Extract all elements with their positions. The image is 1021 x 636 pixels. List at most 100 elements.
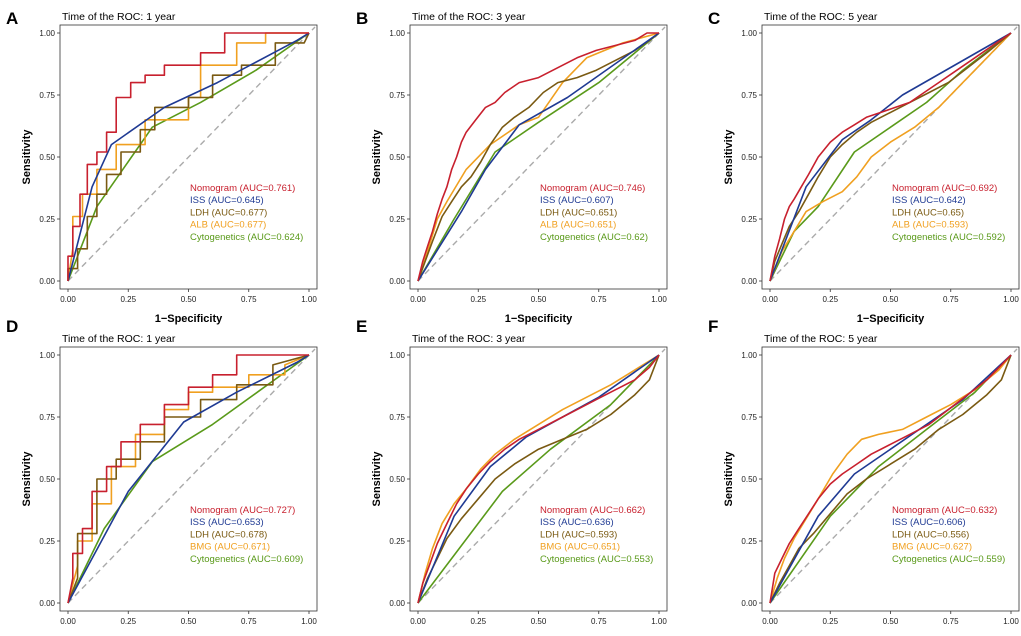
y-tick-label: 0.75 — [39, 413, 55, 422]
x-tick-label: 0.75 — [591, 295, 607, 304]
x-tick-label: 0.75 — [943, 295, 959, 304]
legend-entry-cytogenetics: Cytogenetics (AUC=0.624) — [190, 232, 303, 243]
chart-panel-f: F Time of the ROC: 5 year 0.00 0.25 0.50 0.75… — [708, 317, 1020, 636]
y-tick-label: 1.00 — [741, 29, 757, 38]
x-tick-label: 0.50 — [181, 295, 197, 304]
x-tick-label: 1.00 — [301, 295, 317, 304]
series-line-ldh — [769, 354, 1012, 604]
reference-diagonal — [67, 26, 316, 282]
y-tick-label: 0.75 — [741, 91, 757, 100]
x-tick-label: 0.50 — [181, 617, 197, 626]
x-tick-label: 0.00 — [410, 617, 426, 626]
y-tick-label: 0.25 — [389, 537, 405, 546]
y-tick-label: 0.50 — [39, 153, 55, 162]
y-tick-label: 0.25 — [741, 537, 757, 546]
legend-entry-cytogenetics: Cytogenetics (AUC=0.62) — [540, 232, 648, 243]
x-tick-label: 1.00 — [301, 617, 317, 626]
legend-entry-ldh: LDH (AUC=0.651) — [540, 207, 617, 218]
y-tick-label: 0.50 — [741, 153, 757, 162]
y-tick-label: 0.50 — [39, 475, 55, 484]
x-tick-label: 0.50 — [883, 295, 899, 304]
y-axis-label: Sensitivity — [371, 129, 383, 185]
x-tick-label: 0.75 — [591, 617, 607, 626]
y-axis-label: Sensitivity — [723, 129, 735, 185]
series-line-nomogram — [417, 354, 660, 604]
series-line-iss — [769, 354, 1012, 604]
legend-entry-alb: ALB (AUC=0.677) — [190, 220, 266, 231]
x-tick-label: 0.25 — [470, 617, 486, 626]
y-tick-label: 0.25 — [39, 537, 55, 546]
x-tick-label: 0.00 — [762, 295, 778, 304]
series-line-alb — [417, 32, 660, 282]
x-tick-label: 1.00 — [1003, 295, 1019, 304]
chart-title: Time of the ROC: 5 year — [764, 333, 878, 345]
chart-title: Time of the ROC: 3 year — [412, 11, 526, 23]
legend-entry-alb: ALB (AUC=0.651) — [540, 220, 616, 231]
panel-letter: D — [6, 317, 18, 336]
panel-letter: E — [356, 317, 367, 336]
x-axis-label: 1−Specificity — [155, 313, 223, 325]
x-tick-label: 0.75 — [943, 617, 959, 626]
y-tick-label: 0.25 — [39, 215, 55, 224]
legend-entry-ldh: LDH (AUC=0.556) — [892, 529, 969, 540]
x-tick-label: 0.50 — [531, 295, 547, 304]
legend-entry-alb: ALB (AUC=0.593) — [892, 220, 968, 231]
series-line-alb — [769, 32, 1012, 282]
x-axis-label: 1−Specificity — [505, 313, 573, 325]
series-line-ldh — [417, 354, 660, 604]
y-tick-label: 0.75 — [741, 413, 757, 422]
panel-letter: B — [356, 9, 368, 28]
legend-entry-iss: ISS (AUC=0.636) — [540, 517, 614, 528]
series-line-iss — [417, 32, 660, 282]
chart-panel-c: C Time of the ROC: 5 year 0.00 0.25 0.50 0.75… — [708, 9, 1020, 325]
series-line-nomogram — [67, 32, 309, 281]
y-axis-label: Sensitivity — [21, 129, 33, 185]
x-tick-label: 1.00 — [1003, 617, 1019, 626]
y-tick-label: 0.25 — [741, 215, 757, 224]
y-tick-label: 0.75 — [389, 413, 405, 422]
y-tick-label: 1.00 — [741, 351, 757, 360]
panel-letter: A — [6, 9, 18, 28]
x-tick-label: 0.00 — [762, 617, 778, 626]
series-line-nomogram — [67, 354, 309, 604]
chart-panel-a: A Time of the ROC: 1 year 0.00 0.25 0.50 0.75… — [6, 9, 318, 325]
legend-entry-ldh: LDH (AUC=0.65) — [892, 207, 964, 218]
panel-letter: C — [708, 9, 720, 28]
chart-title: Time of the ROC: 3 year — [412, 333, 526, 345]
series-line-iss — [67, 354, 310, 604]
legend-entry-nomogram: Nomogram (AUC=0.662) — [540, 505, 645, 516]
series-line-cytogenetics — [769, 354, 1012, 604]
legend-entry-bmg: BMG (AUC=0.627) — [892, 542, 972, 553]
legend-entry-nomogram: Nomogram (AUC=0.761) — [190, 183, 295, 194]
panel-letter: F — [708, 317, 718, 336]
series-line-nomogram — [769, 32, 1012, 282]
legend-entry-cytogenetics: Cytogenetics (AUC=0.553) — [540, 554, 653, 565]
series-line-iss — [417, 354, 660, 604]
y-tick-label: 0.00 — [39, 599, 55, 608]
chart-panel-d: D Time of the ROC: 1 year 0.00 0.25 0.50 0.75… — [6, 317, 318, 636]
series-line-iss — [769, 32, 1012, 282]
y-axis-label: Sensitivity — [371, 451, 383, 507]
series-line-ldh — [769, 32, 1012, 282]
x-tick-label: 0.50 — [531, 617, 547, 626]
series-line-ldh — [67, 32, 310, 281]
y-tick-label: 0.00 — [389, 277, 405, 286]
series-line-cytogenetics — [417, 354, 660, 604]
reference-diagonal — [417, 26, 666, 282]
x-tick-label: 0.25 — [120, 617, 136, 626]
series-line-ldh — [67, 354, 310, 604]
x-tick-label: 0.25 — [470, 295, 486, 304]
legend-entry-ldh: LDH (AUC=0.678) — [190, 529, 267, 540]
y-tick-label: 0.00 — [39, 277, 55, 286]
x-tick-label: 1.00 — [651, 617, 667, 626]
series-line-nomogram — [417, 32, 659, 282]
reference-diagonal — [67, 348, 316, 604]
x-tick-label: 0.25 — [120, 295, 136, 304]
x-tick-label: 0.75 — [241, 617, 257, 626]
x-axis-label: 1−Specificity — [857, 313, 925, 325]
x-tick-label: 0.25 — [822, 617, 838, 626]
y-axis-label: Sensitivity — [21, 451, 33, 507]
chart-panel-e: E Time of the ROC: 3 year 0.00 0.25 0.50 0.75… — [356, 317, 668, 636]
series-line-bmg — [417, 354, 660, 604]
legend-entry-cytogenetics: Cytogenetics (AUC=0.592) — [892, 232, 1005, 243]
